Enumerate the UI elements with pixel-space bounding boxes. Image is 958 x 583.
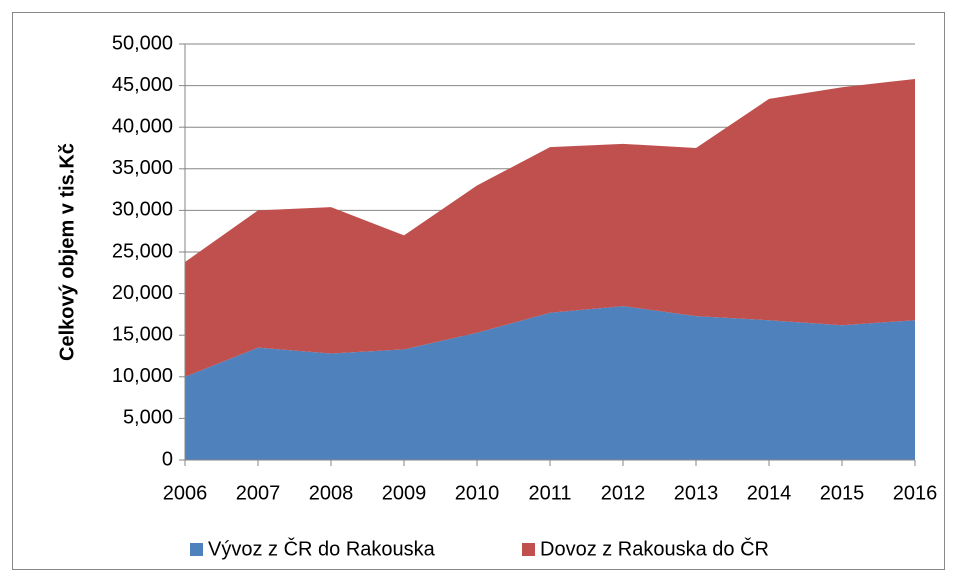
y-tick-label: 10,000 <box>112 365 173 387</box>
x-tick-label: 2011 <box>528 482 571 504</box>
y-tick-label: 30,000 <box>112 199 173 221</box>
y-tick-label: 35,000 <box>112 157 173 179</box>
x-tick-label: 2014 <box>747 482 792 504</box>
legend-label: Dovoz z Rakouska do ČR <box>540 537 769 560</box>
x-tick-label: 2010 <box>455 482 500 504</box>
x-tick-label: 2013 <box>674 482 719 504</box>
y-tick-label: 25,000 <box>112 240 173 262</box>
y-axis-label: Celkový objem v tis.Kč <box>56 143 78 361</box>
x-tick-label: 2008 <box>309 482 354 504</box>
area <box>185 306 915 460</box>
x-tick-label: 2009 <box>382 482 427 504</box>
area <box>185 78 915 377</box>
y-tick-label: 40,000 <box>112 115 173 137</box>
y-tick-label: 5,000 <box>123 407 173 429</box>
y-tick-label: 50,000 <box>112 32 173 54</box>
x-tick-label: 2016 <box>893 482 938 504</box>
x-tick-label: 2012 <box>601 482 646 504</box>
legend-swatch <box>190 543 203 556</box>
x-tick-label: 2015 <box>820 482 865 504</box>
x-tick-label: 2006 <box>163 482 208 504</box>
y-tick-label: 15,000 <box>112 323 173 345</box>
y-tick-label: 20,000 <box>112 282 173 304</box>
legend-label: Vývoz z ČR do Rakouska <box>208 537 436 560</box>
y-tick-label: 0 <box>162 448 173 470</box>
legend-swatch <box>522 543 535 556</box>
x-tick-label: 2007 <box>236 482 281 504</box>
y-tick-label: 45,000 <box>112 74 173 96</box>
